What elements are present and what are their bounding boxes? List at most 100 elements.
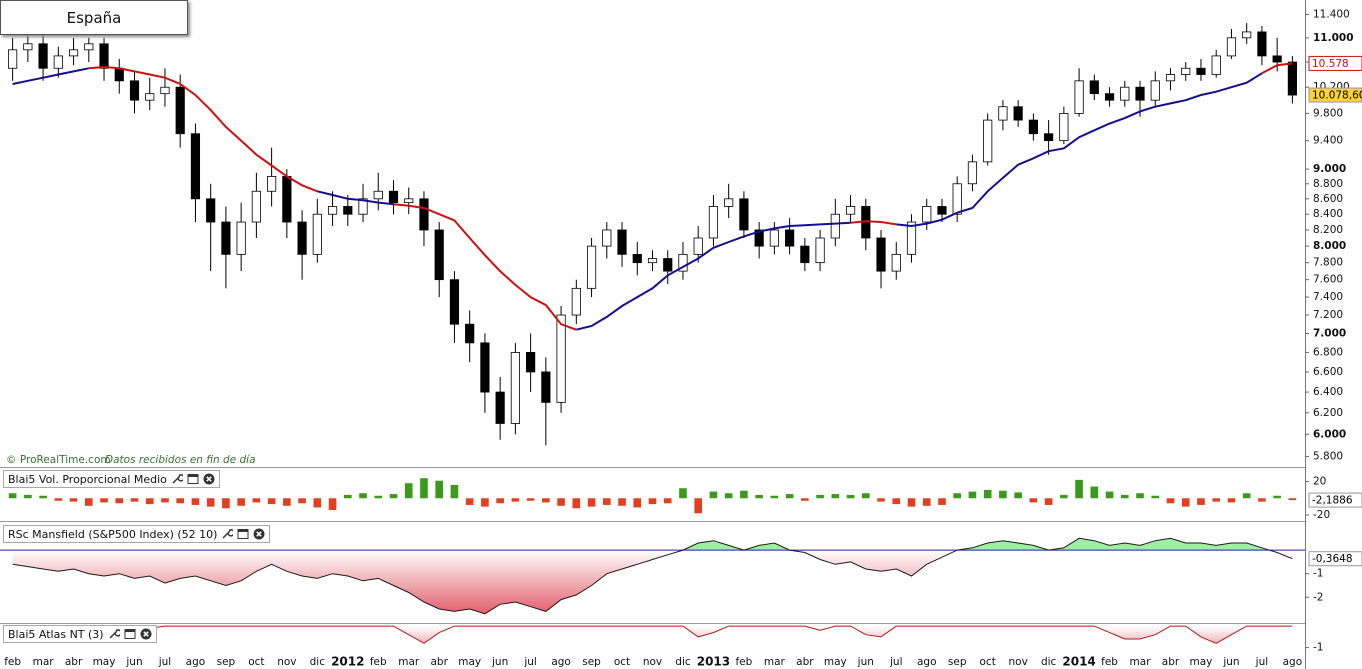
x-tick-label: 2012 [331, 655, 364, 669]
bar [1197, 498, 1205, 505]
y-tick-label: -1 [1313, 568, 1323, 580]
source: © ProRealTime.com [6, 454, 111, 466]
y-tick-label: 7.200 [1313, 309, 1343, 321]
y-tick-label: 6.400 [1313, 386, 1343, 398]
bar [1075, 479, 1083, 499]
candle-body [891, 253, 901, 272]
x-tick-label: sep [217, 656, 236, 668]
bar [1090, 486, 1099, 499]
window-icon[interactable] [237, 528, 249, 540]
area-negative [12, 626, 1293, 644]
y-tick-label: 7.800 [1313, 257, 1343, 269]
x-tick-label: sep [948, 656, 967, 668]
title-text: España [66, 8, 122, 27]
bar [846, 494, 855, 499]
bar [54, 498, 63, 501]
x-tick-label: mar [1130, 656, 1152, 668]
x-tick-label: mar [33, 656, 55, 668]
bar [968, 491, 977, 499]
window-icon[interactable] [124, 628, 136, 640]
bar [496, 498, 504, 504]
close-icon[interactable] [253, 528, 265, 540]
bar [206, 498, 215, 507]
window-icon[interactable] [187, 473, 199, 485]
candle-body [84, 43, 94, 51]
candle-body [449, 279, 460, 325]
bar [1258, 498, 1266, 502]
bar [69, 498, 78, 502]
settings-icon[interactable] [171, 473, 183, 485]
candle-body [708, 206, 719, 239]
value-badge [1308, 87, 1362, 103]
y-tick-label: 8.800 [1313, 178, 1343, 190]
candle-body [1104, 93, 1115, 101]
candle-body [1211, 55, 1221, 75]
candle-body [129, 80, 140, 101]
x-tick-label: oct [248, 656, 264, 668]
y-tick-label: 6.000 [1313, 428, 1346, 440]
indicator-title: RSc Mansfield (S&P500 Index) (52 10) [8, 527, 218, 541]
y-tick-label: 20 [1313, 476, 1326, 488]
x-tick-label: nov [1008, 656, 1027, 668]
candle-body [388, 190, 399, 204]
bar [191, 498, 200, 505]
indicator-line [12, 625, 1293, 644]
x-tick-label: jul [889, 656, 903, 668]
candle-body [327, 206, 338, 215]
bar [922, 498, 931, 506]
bar [1212, 498, 1221, 502]
candle-body [38, 43, 48, 69]
candle-body [53, 55, 63, 69]
value-badge-label: 10.578 [1312, 58, 1349, 70]
candle-body [419, 198, 429, 231]
bar [618, 498, 626, 506]
candle-body [830, 213, 840, 239]
x-tick-label: may [93, 656, 116, 668]
x-tick-label: abr [1162, 656, 1180, 668]
close-icon[interactable] [203, 473, 215, 485]
y-tick-label: -2 [1313, 591, 1323, 603]
indicator-line [12, 537, 1293, 615]
x-tick-label: mar [764, 656, 786, 668]
y-tick-label: 9.000 [1313, 163, 1346, 175]
bar [161, 498, 169, 503]
y-tick-label: 8.600 [1313, 193, 1343, 205]
candle-body [739, 198, 749, 231]
candle-body [1272, 55, 1282, 63]
candle-body [1226, 37, 1237, 57]
candle-body [1028, 119, 1038, 135]
y-tick-label: 9.800 [1313, 107, 1343, 119]
moving-average-line [12, 67, 1263, 331]
x-tick-label: jun [1222, 656, 1239, 668]
indicator-title: Blai5 Vol. Proporcional Medio [8, 472, 167, 486]
candle-body [769, 229, 779, 247]
instrument-title[interactable]: España [0, 0, 188, 35]
candle-body [358, 198, 368, 215]
y-tick-label: -1 [1313, 642, 1323, 654]
bar [526, 498, 535, 501]
candle-body [251, 190, 261, 223]
bar [222, 498, 230, 509]
bar [816, 494, 824, 499]
bar [145, 498, 154, 505]
bar [1120, 494, 1129, 499]
candle-body [983, 119, 993, 163]
y-tick-label: 11.000 [1313, 32, 1354, 44]
bar [648, 498, 657, 505]
bar [557, 498, 565, 506]
bar [1014, 492, 1022, 499]
bar [24, 494, 32, 499]
y-tick-label: 9.400 [1313, 135, 1343, 147]
settings-icon[interactable] [108, 628, 120, 640]
bar [907, 498, 916, 507]
candle-body [845, 206, 856, 215]
x-tick-label: ago [551, 656, 571, 668]
candle-body [617, 229, 627, 255]
bar [8, 493, 17, 499]
x-tick-label: dic [310, 656, 326, 668]
candle-body [8, 49, 18, 69]
close-icon[interactable] [140, 628, 152, 640]
bar [328, 498, 337, 510]
x-tick-label: jul [1255, 656, 1269, 668]
settings-icon[interactable] [221, 528, 234, 540]
